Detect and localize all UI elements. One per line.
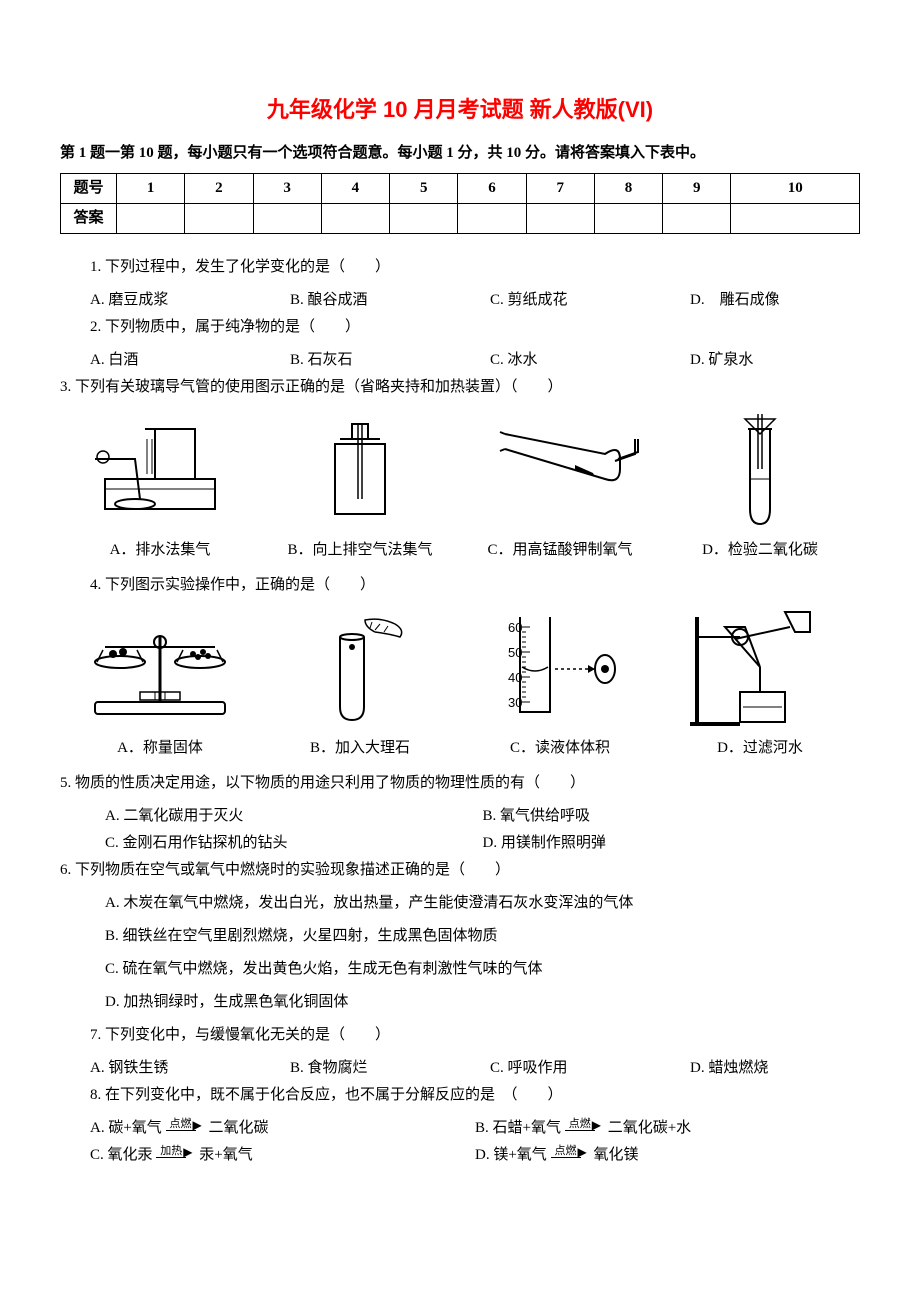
q3-b: B．向上排空气法集气 (260, 537, 460, 564)
grid-ans (117, 203, 185, 233)
q7-a: A. 钢铁生锈 (60, 1055, 260, 1082)
q1-a: A. 磨豆成浆 (60, 287, 260, 314)
q6-d: D. 加热铜绿时，生成黑色氧化铜固体 (60, 989, 860, 1016)
upward-air-displacement-icon (310, 414, 410, 524)
q7-d: D. 蜡烛燃烧 (660, 1055, 860, 1082)
q8-b: B. 石蜡+氧气 点燃▶ 二氧化碳+水 (475, 1115, 860, 1142)
q5-options-1: A. 二氧化碳用于灭火 B. 氧气供给呼吸 (60, 803, 860, 830)
q7-b: B. 食物腐烂 (260, 1055, 460, 1082)
q5-a: A. 二氧化碳用于灭火 (105, 803, 483, 830)
kmno4-oxygen-icon (475, 429, 645, 509)
displacement-water-icon (85, 419, 235, 519)
q2-b: B. 石灰石 (260, 347, 460, 374)
grid-ans (390, 203, 458, 233)
q6-b: B. 细铁丝在空气里剧烈燃烧，火星四射，生成黑色固体物质 (60, 923, 860, 950)
q2-options: A. 白酒 B. 石灰石 C. 冰水 D. 矿泉水 (60, 347, 860, 374)
grid-num: 3 (253, 173, 321, 203)
q4-stem: 4. 下列图示实验操作中，正确的是（ ） (60, 572, 860, 599)
grid-ans (185, 203, 253, 233)
q3-figures (60, 409, 860, 529)
q4-a: A．称量固体 (60, 735, 260, 762)
q8-c: C. 氧化汞 加热▶ 汞+氧气 (90, 1142, 475, 1169)
q1-d: D. 雕石成像 (660, 287, 860, 314)
q3-d: D．检验二氧化碳 (660, 537, 860, 564)
grid-num: 5 (390, 173, 458, 203)
grid-num: 1 (117, 173, 185, 203)
q4-labels: A．称量固体 B．加入大理石 C．读液体体积 D．过滤河水 (60, 735, 860, 762)
q8-a: A. 碳+氧气 点燃▶ 二氧化碳 (90, 1115, 475, 1142)
answer-table: 题号 1 2 3 4 5 6 7 8 9 10 答案 (60, 173, 860, 234)
q1-stem: 1. 下列过程中，发生了化学变化的是（ ） (60, 254, 860, 281)
grid-row-label: 答案 (61, 203, 117, 233)
q1-options: A. 磨豆成浆 B. 酿谷成酒 C. 剪纸成花 D. 雕石成像 (60, 287, 860, 314)
q7-options: A. 钢铁生锈 B. 食物腐烂 C. 呼吸作用 D. 蜡烛燃烧 (60, 1055, 860, 1082)
q5-options-2: C. 金刚石用作钻探机的钻头 D. 用镁制作照明弹 (60, 830, 860, 857)
q3-fig-c (460, 429, 660, 509)
q3-stem: 3. 下列有关玻璃导气管的使用图示正确的是（省略夹持和加热装置）（ ） (60, 374, 860, 401)
q6-a: A. 木炭在氧气中燃烧，发出白光，放出热量，产生能使澄清石灰水变浑浊的气体 (60, 890, 860, 917)
q2-stem: 2. 下列物质中，属于纯净物的是（ ） (60, 314, 860, 341)
grid-ans (253, 203, 321, 233)
q8-stem: 8. 在下列变化中，既不属于化合反应，也不属于分解反应的是 （ ） (60, 1082, 860, 1109)
grid-ans (321, 203, 389, 233)
q2-c: C. 冰水 (460, 347, 660, 374)
q6-stem: 6. 下列物质在空气或氧气中燃烧时的实验现象描述正确的是（ ） (60, 857, 860, 884)
instruction-text: 第 1 题一第 10 题，每小题只有一个选项符合题意。每小题 1 分，共 10 … (60, 140, 860, 167)
co2-test-icon (730, 409, 790, 529)
add-marble-icon (300, 612, 420, 722)
svg-text:50: 50 (508, 645, 522, 660)
q5-c: C. 金刚石用作钻探机的钻头 (105, 830, 483, 857)
q2-d: D. 矿泉水 (660, 347, 860, 374)
q5-d: D. 用镁制作照明弹 (483, 830, 861, 857)
q3-a: A．排水法集气 (60, 537, 260, 564)
q2-a: A. 白酒 (60, 347, 260, 374)
grid-num: 6 (458, 173, 526, 203)
q8-d: D. 镁+氧气 点燃▶ 氧化镁 (475, 1142, 860, 1169)
q4-b: B．加入大理石 (260, 735, 460, 762)
q8-options-2: C. 氧化汞 加热▶ 汞+氧气 D. 镁+氧气 点燃▶ 氧化镁 (60, 1142, 860, 1169)
q4-c: C．读液体体积 (460, 735, 660, 762)
q7-stem: 7. 下列变化中，与缓慢氧化无关的是（ ） (60, 1022, 860, 1049)
grid-num: 8 (594, 173, 662, 203)
q4-fig-b (260, 612, 460, 722)
q7-c: C. 呼吸作用 (460, 1055, 660, 1082)
q3-c: C．用高锰酸钾制氧气 (460, 537, 660, 564)
q3-fig-b (260, 414, 460, 524)
svg-text:60: 60 (508, 620, 522, 635)
filter-water-icon (685, 607, 835, 727)
q1-b: B. 酿谷成酒 (260, 287, 460, 314)
grid-num: 2 (185, 173, 253, 203)
q4-d: D．过滤河水 (660, 735, 860, 762)
grid-ans (594, 203, 662, 233)
q4-fig-c: 60 50 40 30 (460, 607, 660, 727)
svg-text:40: 40 (508, 670, 522, 685)
q1-c: C. 剪纸成花 (460, 287, 660, 314)
grid-num: 10 (731, 173, 860, 203)
page-title: 九年级化学 10 月月考试题 新人教版(VI) (60, 90, 860, 130)
grid-num: 4 (321, 173, 389, 203)
grid-row-label: 题号 (61, 173, 117, 203)
q3-labels: A．排水法集气 B．向上排空气法集气 C．用高锰酸钾制氧气 D．检验二氧化碳 (60, 537, 860, 564)
q6-c: C. 硫在氧气中燃烧，发出黄色火焰，生成无色有刺激性气味的气体 (60, 956, 860, 983)
grid-ans (731, 203, 860, 233)
svg-text:30: 30 (508, 695, 522, 710)
balance-scale-icon (85, 612, 235, 722)
q4-fig-a (60, 612, 260, 722)
q5-b: B. 氧气供给呼吸 (483, 803, 861, 830)
q4-figures: 60 50 40 30 (60, 607, 860, 727)
q4-fig-d (660, 607, 860, 727)
q5-stem: 5. 物质的性质决定用途，以下物质的用途只利用了物质的物理性质的有（ ） (60, 770, 860, 797)
grid-num: 9 (663, 173, 731, 203)
read-cylinder-icon: 60 50 40 30 (500, 607, 620, 727)
grid-num: 7 (526, 173, 594, 203)
q3-fig-d (660, 409, 860, 529)
q8-options-1: A. 碳+氧气 点燃▶ 二氧化碳 B. 石蜡+氧气 点燃▶ 二氧化碳+水 (60, 1115, 860, 1142)
grid-ans (663, 203, 731, 233)
grid-ans (526, 203, 594, 233)
q3-fig-a (60, 419, 260, 519)
grid-ans (458, 203, 526, 233)
